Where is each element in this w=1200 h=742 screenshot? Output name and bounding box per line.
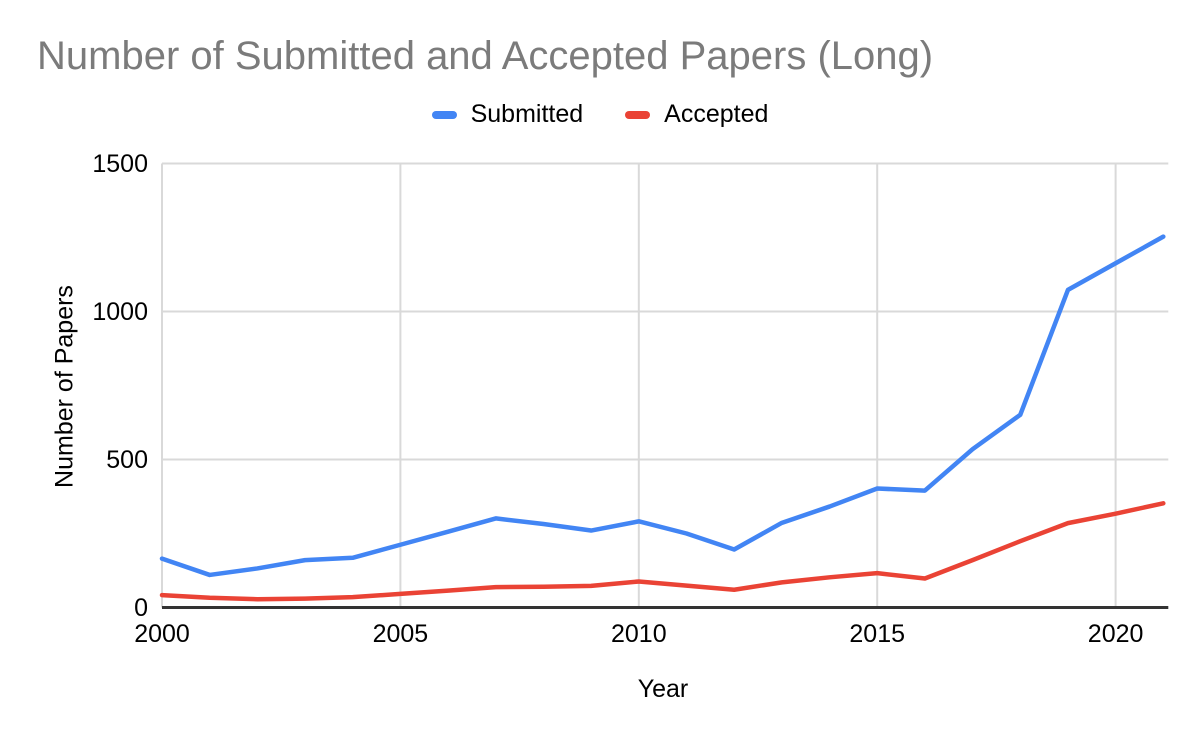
legend-label-submitted: Submitted (470, 100, 584, 128)
legend-swatch-accepted-icon (625, 110, 651, 119)
y-tick-label-1000: 1000 (92, 297, 148, 326)
legend: Submitted Accepted (0, 100, 1200, 129)
chart-title: Number of Submitted and Accepted Papers … (37, 34, 934, 78)
series-line-accepted (159, 501, 1166, 602)
x-tick-label-2020: 2020 (1087, 620, 1144, 648)
x-tick-label-2015: 2015 (849, 620, 906, 648)
legend-item-submitted: Submitted (431, 100, 584, 129)
y-axis-title: Number of Papers (50, 285, 79, 488)
series-line-submitted (159, 234, 1166, 578)
legend-swatch-submitted-icon (431, 110, 457, 119)
x-tick-label-2005: 2005 (372, 620, 429, 648)
y-tick-label-0: 0 (134, 593, 148, 622)
y-tick-label-1500: 1500 (92, 149, 148, 178)
legend-item-accepted: Accepted (625, 100, 768, 129)
x-axis-title: Year (637, 675, 689, 703)
x-tick-label-2010: 2010 (610, 620, 667, 648)
legend-label-accepted: Accepted (664, 100, 769, 128)
y-tick-label-500: 500 (106, 445, 148, 474)
x-tick-label-2000: 2000 (134, 620, 190, 648)
